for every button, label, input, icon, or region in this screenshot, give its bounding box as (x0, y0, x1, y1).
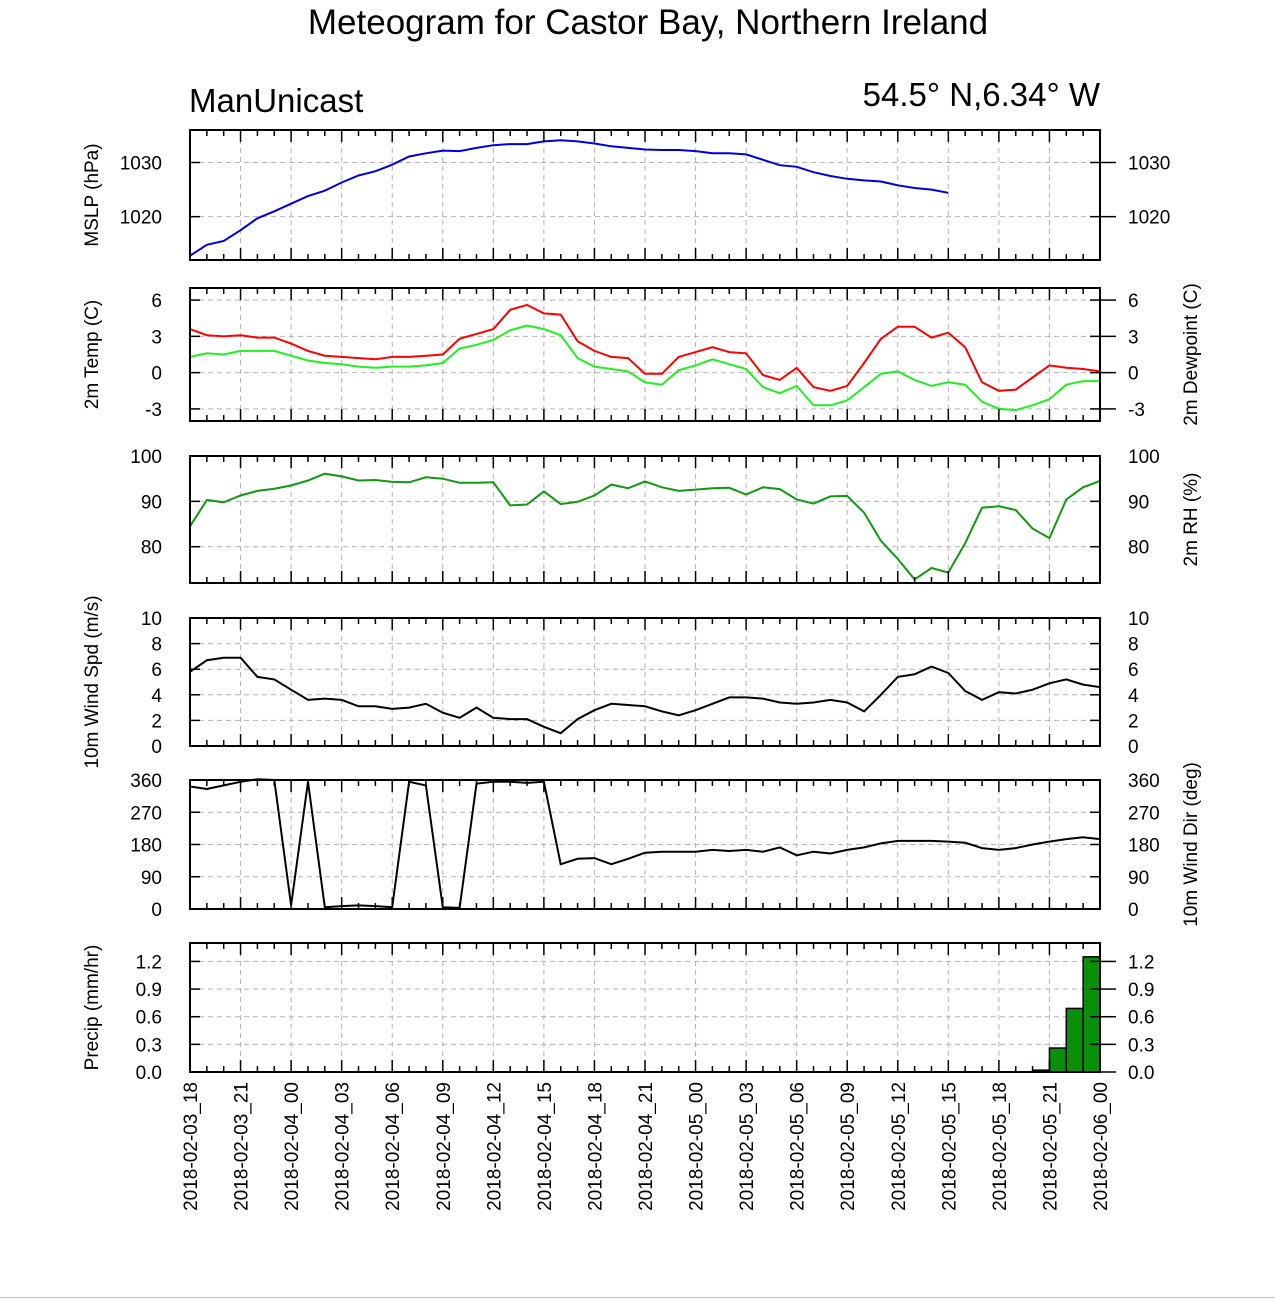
y-tick-label-left: 80 (141, 538, 162, 559)
y-tick-label-left: 0.3 (136, 1035, 162, 1056)
x-tick-label: 2018-02-04_09 (434, 1082, 455, 1211)
x-tick-label: 2018-02-03_18 (181, 1082, 202, 1211)
y-tick-label-right: 0 (1128, 737, 1139, 758)
y-tick-label-right: 90 (1128, 868, 1149, 889)
series-line-mslp (189, 139, 949, 257)
y-tick-label-left: 0 (151, 900, 162, 921)
y-axis-title-left: 2m Temp (C) (82, 300, 103, 409)
series-line-temp (189, 303, 1101, 392)
y-tick-label-right: 180 (1128, 836, 1160, 857)
bottom-rule (0, 1297, 1275, 1298)
x-tick-label: 2018-02-05_12 (889, 1082, 910, 1211)
y-tick-label-right: 3 (1128, 327, 1139, 348)
series-line-rh (189, 472, 1101, 581)
y-axis-title-left: Precip (mm/hr) (82, 945, 103, 1071)
chart-title: Meteogram for Castor Bay, Northern Irela… (308, 3, 988, 42)
y-tick-label-right: 6 (1128, 291, 1139, 312)
y-axis-title-right: 2m RH (%) (1181, 473, 1202, 567)
x-tick-label: 2018-02-05_09 (838, 1082, 859, 1211)
x-tick-label: 2018-02-05_03 (737, 1082, 758, 1211)
y-tick-label-right: 0.0 (1128, 1063, 1154, 1084)
y-tick-label-left: 1030 (120, 154, 162, 175)
series-line-dewpoint (189, 324, 1100, 412)
y-tick-label-left: 270 (130, 803, 162, 824)
y-tick-label-right: 1030 (1128, 154, 1170, 175)
station-coordinates: 54.5° N,6.34° W (863, 76, 1101, 113)
y-tick-label-left: -3 (145, 400, 162, 421)
y-tick-label-left: 0.9 (136, 980, 162, 1001)
y-tick-label-right: 90 (1128, 492, 1149, 513)
x-tick-label: 2018-02-05_15 (939, 1082, 960, 1211)
precip-bar (1065, 1007, 1084, 1073)
y-tick-label-left: 0.0 (136, 1063, 162, 1084)
y-tick-label-left: 0.6 (136, 1008, 162, 1029)
y-tick-label-left: 0 (151, 737, 162, 758)
y-tick-label-right: 270 (1128, 803, 1160, 824)
x-tick-label: 2018-02-05_21 (1040, 1082, 1061, 1211)
x-tick-label: 2018-02-04_15 (535, 1082, 556, 1211)
x-tick-label: 2018-02-04_12 (484, 1082, 505, 1211)
y-axis-title-left: MSLP (hPa) (82, 143, 103, 246)
y-tick-label-right: 0 (1128, 364, 1139, 385)
y-tick-label-left: 6 (151, 660, 162, 681)
y-tick-label-left: 100 (130, 447, 162, 468)
panel-4: 0 0 2 2 4 4 6 6 8 8 10 10 10m Wind Spd (m/s) (82, 595, 1149, 768)
y-tick-label-right: 100 (1128, 447, 1160, 468)
y-tick-label-right: 1.2 (1128, 952, 1154, 973)
y-tick-label-left: 3 (151, 327, 162, 348)
y-tick-label-left: 8 (151, 635, 162, 656)
y-tick-label-right: 1020 (1128, 208, 1170, 229)
y-tick-label-left: 1.2 (136, 952, 162, 973)
y-tick-label-left: 90 (141, 492, 162, 513)
y-tick-label-left: 2 (151, 711, 162, 732)
y-tick-label-left: 10 (141, 609, 162, 630)
panel-5: 0 0 90 90 180 180 270 270 360 360 10m Wind Dir (de… (130, 762, 1202, 927)
y-tick-label-left: 6 (151, 291, 162, 312)
panel-6: 0.0 0.0 0.3 0.3 0.6 0.6 0.9 0.9 1.2 1.2 Precip (mm… (82, 942, 1154, 1084)
x-tick-label: 2018-02-05_00 (687, 1082, 708, 1211)
x-tick-label: 2018-02-04_21 (636, 1082, 657, 1211)
y-tick-label-right: 0 (1128, 900, 1139, 921)
model-name: ManUnicast (189, 82, 363, 119)
y-tick-label-left: 1020 (120, 208, 162, 229)
x-tick-label: 2018-02-06_00 (1091, 1082, 1112, 1211)
y-tick-label-right: 6 (1128, 660, 1139, 681)
y-tick-label-right: 10 (1128, 609, 1149, 630)
precip-bar (1048, 1047, 1068, 1073)
x-tick-label: 2018-02-05_18 (990, 1082, 1011, 1211)
y-tick-label-left: 4 (151, 686, 162, 707)
panel-2: -3 -3 0 0 3 3 6 6 2m Temp (C) 2m Dewpoint (C) (82, 283, 1202, 426)
y-tick-label-right: 80 (1128, 538, 1149, 559)
x-tick-label: 2018-02-04_03 (333, 1082, 354, 1211)
panel-1: 1020 1020 1030 1030 MSLP (hPa) (82, 129, 1170, 261)
y-tick-label-left: 180 (130, 836, 162, 857)
y-tick-label-left: 0 (151, 364, 162, 385)
x-tick-label: 2018-02-04_18 (585, 1082, 606, 1211)
time-axis-labels: 2018-02-03_18 2018-02-03_21 2018-02-04_00 2… (181, 1082, 1112, 1211)
panel-3: 80 80 90 90 100 100 2m RH (%) (130, 447, 1202, 584)
y-tick-label-right: 0.9 (1128, 980, 1154, 1001)
y-tick-label-right: 360 (1128, 771, 1160, 792)
y-tick-label-right: -3 (1128, 400, 1145, 421)
y-axis-title-right: 10m Wind Dir (deg) (1181, 762, 1202, 927)
y-tick-label-right: 8 (1128, 635, 1139, 656)
x-tick-label: 2018-02-04_06 (383, 1082, 404, 1211)
y-tick-label-left: 90 (141, 868, 162, 889)
x-tick-label: 2018-02-04_00 (282, 1082, 303, 1211)
y-tick-label-right: 2 (1128, 711, 1139, 732)
x-tick-label: 2018-02-03_21 (232, 1082, 253, 1211)
x-tick-label: 2018-02-05_06 (788, 1082, 809, 1211)
precip-bar (1082, 956, 1101, 1073)
series-line-wind (189, 656, 1101, 735)
y-axis-title-left: 10m Wind Spd (m/s) (82, 595, 103, 768)
y-tick-label-right: 4 (1128, 686, 1139, 707)
y-axis-title-right: 2m Dewpoint (C) (1181, 283, 1202, 426)
y-tick-label-left: 360 (130, 771, 162, 792)
y-tick-label-right: 0.6 (1128, 1008, 1154, 1029)
y-tick-label-right: 0.3 (1128, 1035, 1154, 1056)
